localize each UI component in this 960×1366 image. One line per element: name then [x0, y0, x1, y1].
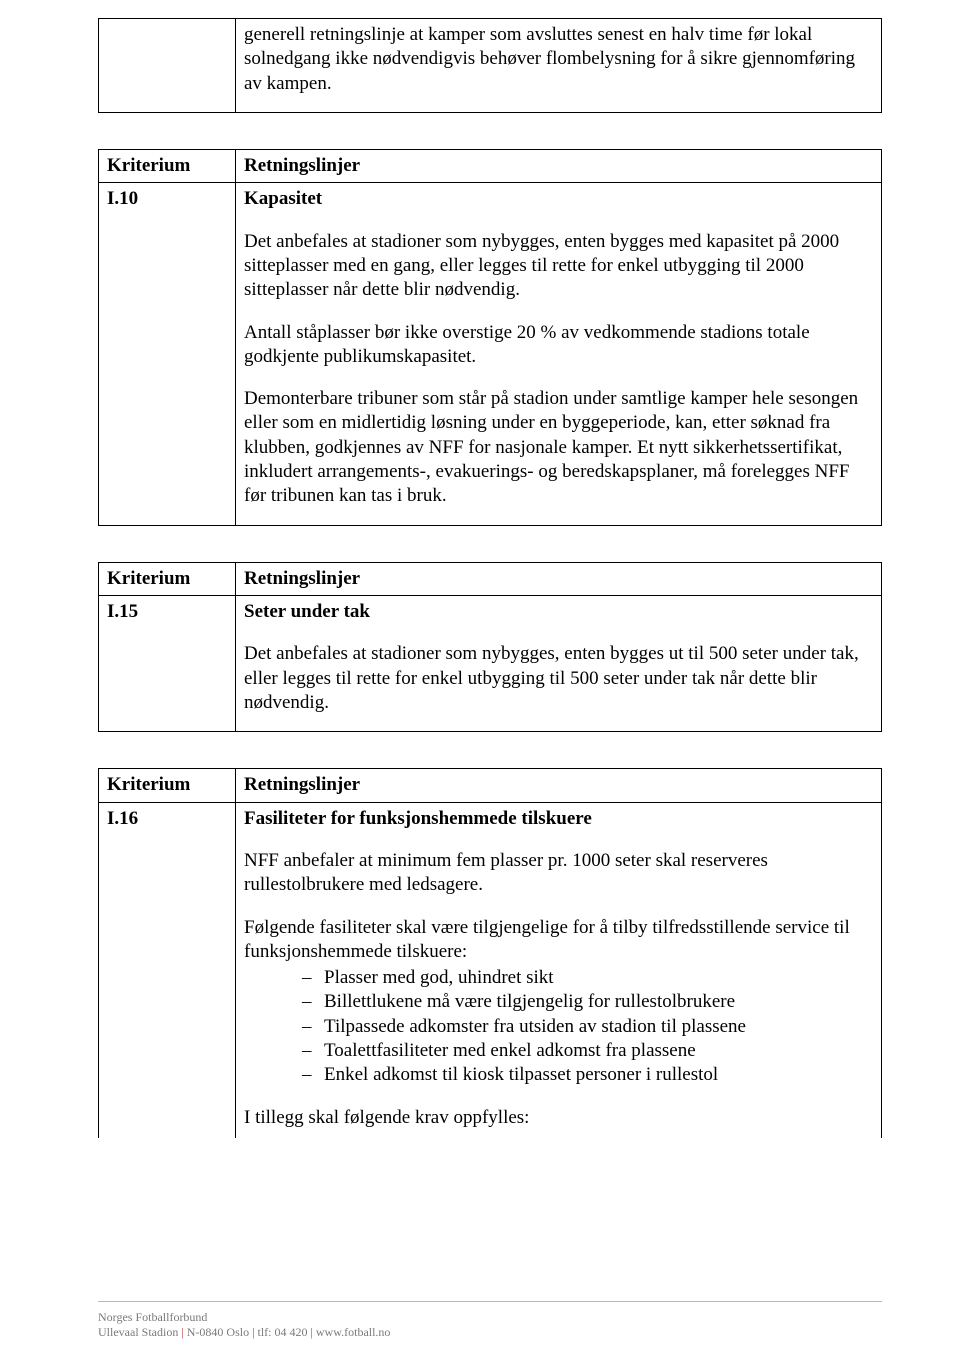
- criteria-title: Fasiliteter for funksjonshemmede tilskue…: [244, 807, 873, 831]
- criteria-table-i10: Kriterium Retningslinjer I.10 Kapasitet …: [98, 149, 882, 526]
- paragraph: Følgende fasiliteter skal være tilgjenge…: [244, 916, 873, 965]
- list-item: Plasser med god, uhindret sikt: [302, 966, 873, 990]
- page-footer: Norges Fotballforbund Ullevaal Stadion |…: [98, 1301, 882, 1340]
- criteria-id-cell: I.10: [99, 183, 236, 525]
- list-item: Enkel adkomst til kiosk tilpasset person…: [302, 1063, 873, 1087]
- criteria-content-cell: Seter under tak Det anbefales at stadion…: [236, 596, 882, 732]
- footer-divider: [98, 1301, 882, 1302]
- list-item: Billettlukene må være tilgjengelig for r…: [302, 990, 873, 1014]
- column-header-kriterium: Kriterium: [99, 562, 236, 595]
- criteria-id-cell: I.15: [99, 596, 236, 732]
- paragraph: Demonterbare tribuner som står på stadio…: [244, 387, 873, 509]
- criteria-title: Kapasitet: [244, 187, 873, 211]
- column-header-retningslinjer: Retningslinjer: [236, 769, 882, 802]
- separator-icon: |: [310, 1325, 312, 1339]
- column-header-retningslinjer: Retningslinjer: [236, 562, 882, 595]
- paragraph: NFF anbefaler at minimum fem plasser pr.…: [244, 849, 873, 898]
- criteria-table-i15: Kriterium Retningslinjer I.15 Seter unde…: [98, 562, 882, 733]
- column-header-kriterium: Kriterium: [99, 149, 236, 182]
- paragraph: I tillegg skal følgende krav oppfylles:: [244, 1106, 873, 1130]
- paragraph: Det anbefales at stadioner som nybygges,…: [244, 230, 873, 303]
- list-item: Tilpassede adkomster fra utsiden av stad…: [302, 1015, 873, 1039]
- criteria-id-cell: [99, 19, 236, 113]
- footer-line-2: Ullevaal Stadion | N-0840 Oslo | tlf: 04…: [98, 1325, 882, 1340]
- paragraph: Det anbefales at stadioner som nybygges,…: [244, 642, 873, 715]
- column-header-retningslinjer: Retningslinjer: [236, 149, 882, 182]
- footer-line-1: Norges Fotballforbund: [98, 1310, 882, 1325]
- column-header-kriterium: Kriterium: [99, 769, 236, 802]
- criteria-table-continuation: generell retningslinje at kamper som avs…: [98, 18, 882, 113]
- paragraph: Antall ståplasser bør ikke overstige 20 …: [244, 321, 873, 370]
- bullet-list: Plasser med god, uhindret sikt Billettlu…: [244, 966, 873, 1088]
- criteria-title: Seter under tak: [244, 600, 873, 624]
- list-item: Toalettfasiliteter med enkel adkomst fra…: [302, 1039, 873, 1063]
- criteria-content-cell: Kapasitet Det anbefales at stadioner som…: [236, 183, 882, 525]
- criteria-content-cell: generell retningslinje at kamper som avs…: [236, 19, 882, 113]
- footer-link[interactable]: www.fotball.no: [316, 1325, 391, 1339]
- criteria-content-cell: Fasiliteter for funksjonshemmede tilskue…: [236, 802, 882, 1138]
- criteria-table-i16: Kriterium Retningslinjer I.16 Fasilitete…: [98, 768, 882, 1138]
- paragraph: generell retningslinje at kamper som avs…: [244, 23, 873, 96]
- criteria-id-cell: I.16: [99, 802, 236, 1138]
